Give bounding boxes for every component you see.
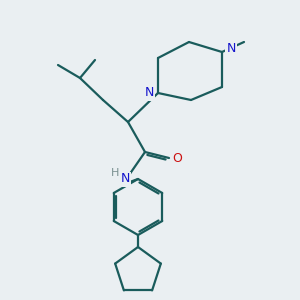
Text: O: O [172,152,182,164]
Text: N: N [120,172,130,185]
Text: H: H [111,168,119,178]
Text: N: N [226,43,236,56]
Text: N: N [144,86,154,100]
